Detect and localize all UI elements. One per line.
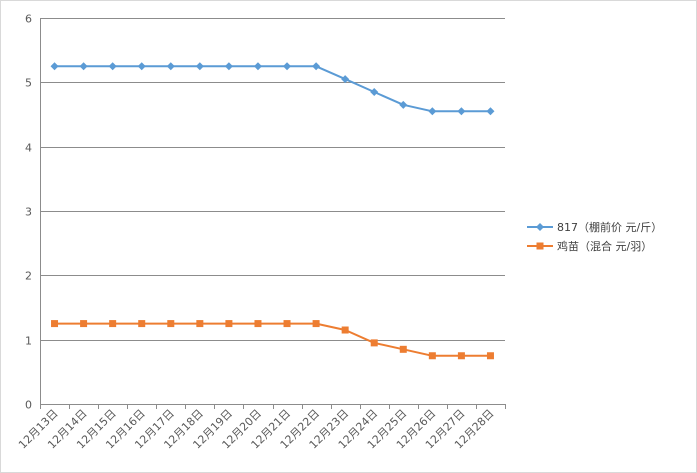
series-2-point xyxy=(283,320,291,328)
series-2-point xyxy=(486,352,494,360)
y-tick-label: 4 xyxy=(25,142,32,155)
series-1-point xyxy=(137,62,146,71)
series-1-point xyxy=(399,100,408,109)
series-2-point xyxy=(428,352,436,360)
series-1-point xyxy=(79,62,88,71)
y-tick-label: 1 xyxy=(25,335,32,348)
series-1-point xyxy=(50,62,59,71)
series-1-point xyxy=(195,62,204,71)
series-1-point xyxy=(428,107,437,116)
gridlines xyxy=(40,18,505,341)
series-1-point xyxy=(370,87,379,96)
series-2-point xyxy=(138,320,146,328)
series-2-point xyxy=(109,320,117,328)
y-tick-label: 6 xyxy=(25,13,32,26)
series-1-point xyxy=(166,62,175,71)
y-tick-label: 3 xyxy=(25,206,32,219)
series-2-point xyxy=(196,320,204,328)
legend-marker-1 xyxy=(536,223,544,231)
series-line-1 xyxy=(54,65,491,113)
legend-label-1: 817（棚前价 元/斤） xyxy=(557,220,662,234)
legend: 817（棚前价 元/斤） 鸡苗（混合 元/羽） xyxy=(527,220,662,253)
series-2-point xyxy=(312,320,320,328)
series-2-point xyxy=(51,320,59,328)
series-1-point xyxy=(312,62,321,71)
series-1-point xyxy=(253,62,262,71)
legend-marker-2 xyxy=(536,242,544,250)
series-1-point xyxy=(457,107,466,116)
series-2-point xyxy=(167,320,175,328)
series-1-point xyxy=(108,62,117,71)
series xyxy=(50,62,495,360)
axes xyxy=(40,18,506,409)
series-2-point xyxy=(399,345,407,353)
series-1-point xyxy=(486,107,495,116)
series-2-point xyxy=(457,352,465,360)
y-axis-tick-labels: 0 1 2 3 4 5 6 xyxy=(25,13,32,412)
y-tick-label: 2 xyxy=(25,270,32,283)
series-line-2 xyxy=(54,322,491,357)
legend-label-2: 鸡苗（混合 元/羽） xyxy=(557,239,652,253)
x-axis-tick-labels: 12月13日12月14日12月15日12月16日12月17日12月18日12月1… xyxy=(16,407,496,452)
y-tick-label: 0 xyxy=(25,399,32,412)
y-tick-label: 5 xyxy=(25,77,32,90)
series-1-point xyxy=(283,62,292,71)
series-1-point xyxy=(224,62,233,71)
series-1-point xyxy=(341,75,350,84)
series-2-point xyxy=(254,320,262,328)
series-2-point xyxy=(225,320,233,328)
series-2-point xyxy=(80,320,88,328)
series-2-point xyxy=(341,326,349,334)
series-2-point xyxy=(370,339,378,347)
